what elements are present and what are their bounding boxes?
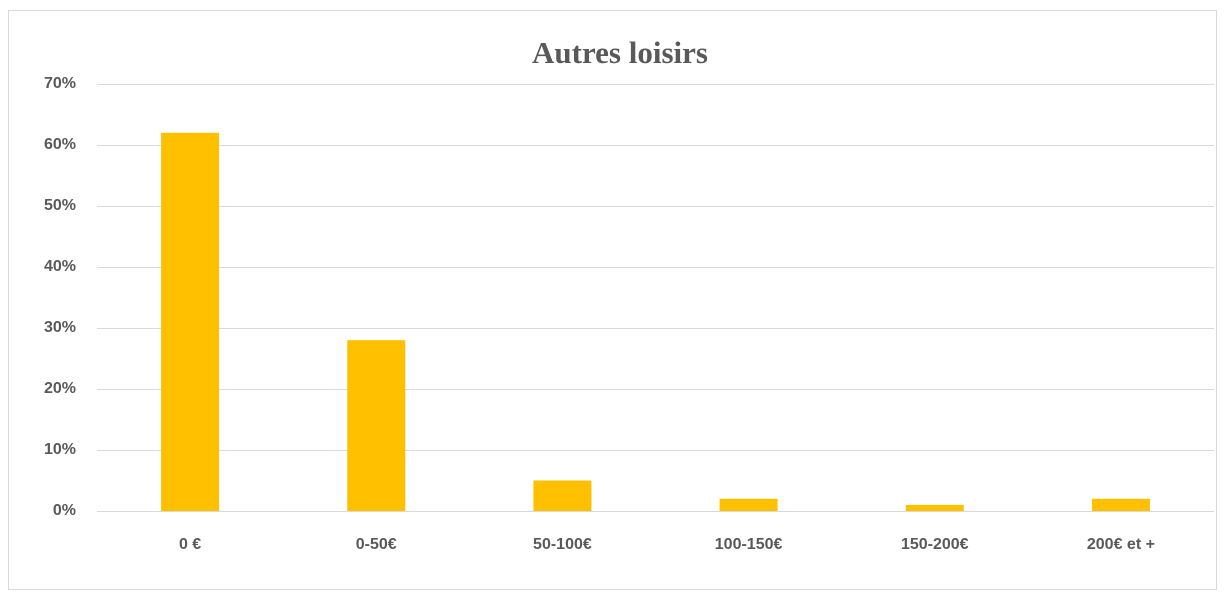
bar [533,480,592,511]
x-tick-label: 200€ et + [1087,536,1155,553]
bar [161,132,220,512]
x-tick-label: 0-50€ [356,536,397,553]
y-tick-label: 0% [53,502,76,519]
y-tick-label: 10% [44,441,76,458]
x-tick-label: 100-150€ [715,536,783,553]
bar [347,340,406,511]
y-tick-label: 70% [44,75,76,92]
bar [1091,498,1150,511]
y-tick-label: 50% [44,197,76,214]
bar [719,498,778,511]
y-tick-label: 20% [44,380,76,397]
x-tick-label: 50-100€ [533,536,592,553]
y-tick-label: 60% [44,136,76,153]
y-tick-label: 30% [44,319,76,336]
y-tick-label: 40% [44,258,76,275]
chart-title: Autres loisirs [532,35,708,70]
x-tick-label: 0 € [179,536,201,553]
bar [905,504,964,511]
x-tick-label: 150-200€ [901,536,969,553]
